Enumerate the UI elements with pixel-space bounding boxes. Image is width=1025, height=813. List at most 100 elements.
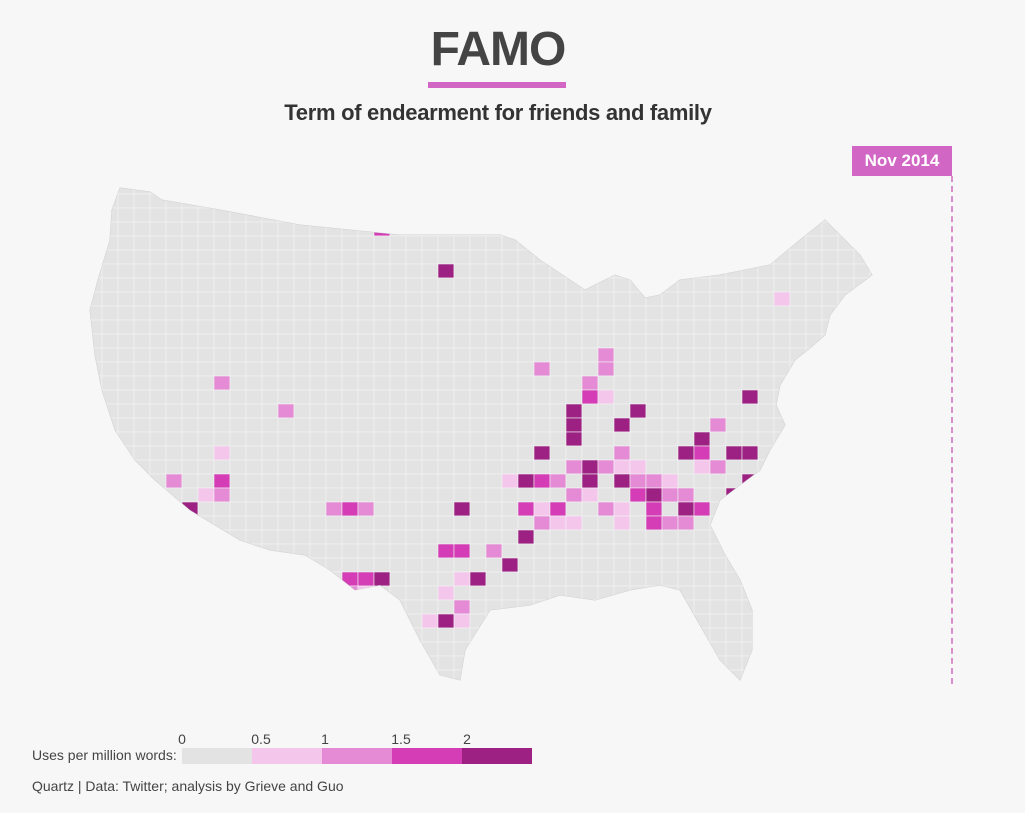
county-cell [597, 501, 615, 517]
county-cell [741, 473, 759, 489]
county-cell [677, 585, 695, 601]
county-cell [757, 613, 775, 629]
county-cell [741, 571, 759, 587]
county-cell [213, 277, 231, 293]
county-cell [245, 347, 263, 363]
county-cell [389, 571, 407, 587]
county-cell [677, 403, 695, 419]
county-cell [213, 375, 231, 391]
county-cell [517, 627, 535, 643]
county-cell [837, 487, 855, 503]
county-cell [853, 291, 871, 307]
county-cell [677, 375, 695, 391]
county-cell [277, 249, 295, 265]
county-cell [725, 613, 743, 629]
county-cell [165, 669, 183, 680]
county-cell [869, 235, 872, 251]
county-cell [645, 305, 663, 321]
county-cell [197, 543, 215, 559]
county-cell [181, 249, 199, 265]
county-cell [597, 361, 615, 377]
county-cell [886, 264, 890, 278]
county-cell [133, 669, 151, 680]
county-cell [117, 655, 135, 671]
county-cell [133, 235, 151, 251]
county-cell [213, 571, 231, 587]
county-cell [485, 347, 503, 363]
county-cell [677, 188, 695, 195]
county-cell [149, 389, 167, 405]
county-cell [405, 473, 423, 489]
county-cell [613, 417, 631, 433]
county-cell [165, 473, 183, 489]
county-cell [293, 557, 311, 573]
county-cell [629, 627, 647, 643]
county-cell [549, 333, 567, 349]
county-cell [373, 543, 391, 559]
county-cell [469, 291, 487, 307]
county-cell [886, 348, 890, 362]
county-cell [821, 669, 839, 680]
county-cell [661, 445, 679, 461]
county-cell [70, 404, 86, 418]
county-cell [853, 459, 871, 475]
county-cell [517, 221, 535, 237]
county-cell [309, 193, 327, 209]
county-cell [597, 585, 615, 601]
county-cell [389, 473, 407, 489]
county-cell [693, 641, 711, 657]
county-cell [213, 529, 231, 545]
county-cell [133, 193, 151, 209]
county-cell [789, 291, 807, 307]
county-cell [709, 515, 727, 531]
county-cell [886, 432, 890, 446]
county-cell [165, 487, 183, 503]
county-cell [373, 277, 391, 293]
county-cell [677, 319, 695, 335]
county-cell [501, 188, 519, 195]
county-cell [757, 543, 775, 559]
county-cell [757, 417, 775, 433]
county-cell [645, 235, 663, 251]
county-cell [309, 389, 327, 405]
county-cell [693, 501, 711, 517]
county-cell [629, 249, 647, 265]
county-cell [565, 529, 583, 545]
county-cell [197, 473, 215, 489]
county-cell [549, 543, 567, 559]
county-cell [822, 684, 838, 690]
county-cell [837, 193, 855, 209]
county-cell [117, 613, 135, 629]
county-cell [437, 403, 455, 419]
county-cell [629, 669, 647, 680]
county-cell [693, 459, 711, 475]
county-cell [773, 319, 791, 335]
county-cell [517, 655, 535, 671]
county-cell [70, 278, 86, 292]
county-cell [677, 389, 695, 405]
county-cell [181, 333, 199, 349]
county-cell [373, 515, 391, 531]
county-cell [341, 291, 359, 307]
county-cell [565, 571, 583, 587]
county-cell [565, 263, 583, 279]
county-cell [789, 655, 807, 671]
county-cell [165, 599, 183, 615]
county-cell [149, 249, 167, 265]
county-cell [709, 529, 727, 545]
county-cell [325, 599, 343, 615]
county-cell [677, 613, 695, 629]
county-cell [837, 389, 855, 405]
county-cell [373, 375, 391, 391]
county-cell [886, 222, 890, 236]
county-cell [805, 599, 823, 615]
county-cell [309, 571, 327, 587]
county-cell [245, 389, 263, 405]
county-cell [565, 669, 583, 680]
county-cell [597, 655, 615, 671]
county-cell [90, 221, 103, 237]
county-cell [533, 627, 551, 643]
county-cell [357, 221, 375, 237]
county-cell [821, 571, 839, 587]
county-cell [773, 445, 791, 461]
